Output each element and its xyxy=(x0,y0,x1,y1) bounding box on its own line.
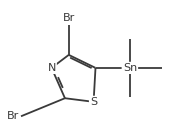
Text: Br: Br xyxy=(63,13,75,23)
Text: Br: Br xyxy=(7,111,19,121)
Text: S: S xyxy=(90,97,97,107)
Text: N: N xyxy=(47,63,56,73)
Text: Sn: Sn xyxy=(123,63,137,73)
